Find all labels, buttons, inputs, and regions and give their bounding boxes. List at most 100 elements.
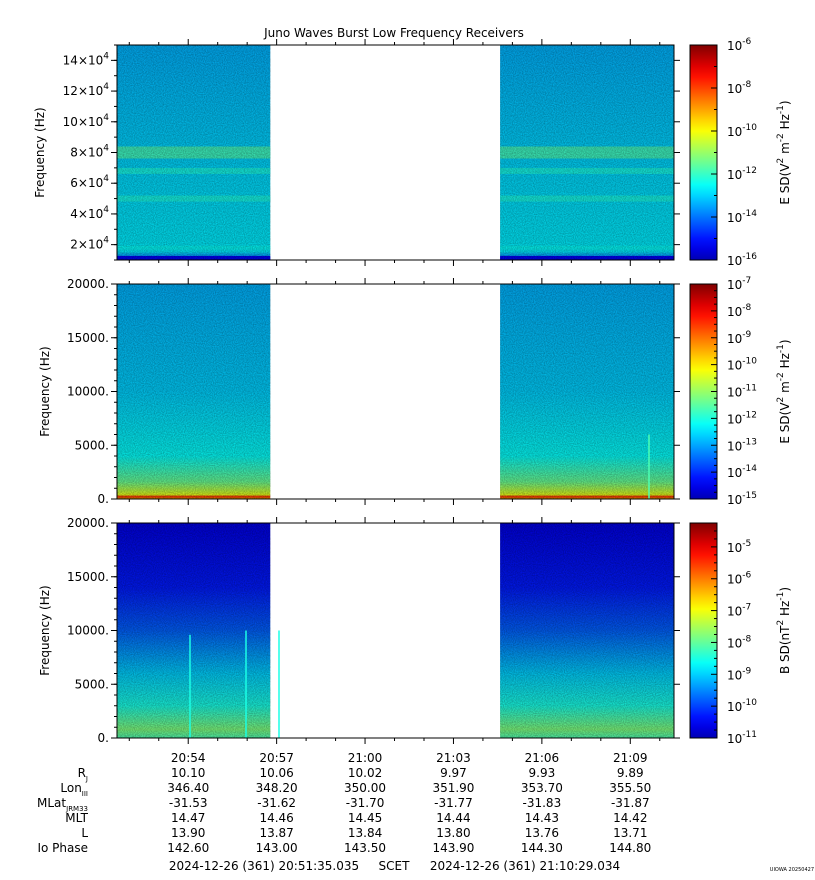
colorbar-tick-exponent: -7 bbox=[742, 276, 751, 286]
credit-stamp: UIOWA 20250427 bbox=[770, 867, 814, 873]
colorbar-tick-base: 10 bbox=[727, 125, 742, 139]
ephemeris-value: 353.70 bbox=[521, 781, 563, 795]
y-tick-exponent: 4 bbox=[103, 144, 109, 154]
colorbar-tick-base: 10 bbox=[727, 493, 742, 507]
colorbar-tick-label: 10-7 bbox=[727, 603, 751, 619]
spectrogram-noise bbox=[117, 45, 271, 260]
colorbar-label-part: E SD(V bbox=[778, 163, 792, 205]
colorbar-tick-label: 10-10 bbox=[727, 698, 757, 714]
colorbar-tick-label: 10-12 bbox=[727, 410, 757, 426]
colorbar-tick-label: 10-11 bbox=[727, 384, 757, 400]
colorbar-tick-base: 10 bbox=[727, 305, 742, 319]
colorbar-tick-exponent: -14 bbox=[742, 209, 757, 219]
ephemeris-value: 346.40 bbox=[167, 781, 209, 795]
colorbar-tick-base: 10 bbox=[727, 211, 742, 225]
y-tick-label: 2×104 bbox=[70, 236, 109, 252]
colorbar-tick-label: 10-14 bbox=[727, 464, 757, 480]
bottom-axis: 20:54 20:57 21:00 21:03 21:06 21:09 2024-12-26… bbox=[169, 751, 648, 873]
y-axis-label: Frequency (Hz) bbox=[33, 107, 47, 198]
colorbar-tick-base: 10 bbox=[727, 39, 742, 53]
x-tick-label: 21:03 bbox=[436, 751, 471, 765]
y-tick-base: 4×10 bbox=[70, 207, 103, 221]
colorbar-tick-exponent: -14 bbox=[742, 464, 757, 474]
colorbar-tick-label: 10-14 bbox=[727, 209, 757, 225]
colorbar-2: 10-710-810-910-1010-1110-1210-1310-1410-… bbox=[689, 276, 792, 507]
ephemeris-value: 351.90 bbox=[432, 781, 474, 795]
y-tick-label: 0. bbox=[98, 492, 109, 506]
y-tick-label: 20000. bbox=[67, 277, 109, 291]
x-tick-label: 21:06 bbox=[525, 751, 560, 765]
ephemeris-value: 144.80 bbox=[609, 841, 651, 855]
colorbar-label-exponent: -2 bbox=[776, 133, 786, 142]
ephemeris-value: 142.60 bbox=[167, 841, 209, 855]
colorbar-tick-base: 10 bbox=[727, 168, 742, 182]
colorbar-label: E SD(V2 m-2 Hz-1) bbox=[776, 339, 792, 443]
y-tick-exponent: 4 bbox=[103, 51, 109, 61]
ephemeris-value: -31.87 bbox=[611, 796, 650, 810]
colorbar-label-exponent: -2 bbox=[776, 372, 786, 381]
colorbar-label-part: ) bbox=[778, 100, 792, 105]
spectrogram-noise bbox=[117, 284, 271, 499]
ephemeris-value: 13.87 bbox=[259, 826, 293, 840]
ephemeris-label: LonIII bbox=[60, 781, 88, 798]
y-tick-label: 20000. bbox=[67, 516, 109, 530]
colorbar-tick-exponent: -10 bbox=[742, 123, 757, 133]
colorbar-tick-label: 10-6 bbox=[727, 571, 752, 587]
y-axis-label: Frequency (Hz) bbox=[38, 585, 52, 676]
colorbar-label: B SD(nT2 Hz-1) bbox=[776, 587, 792, 674]
colorbar-label-exponent: -1 bbox=[776, 105, 786, 114]
colorbar-tick-base: 10 bbox=[727, 605, 742, 619]
ephemeris-value: 13.80 bbox=[436, 826, 470, 840]
colorbar-tick-exponent: -12 bbox=[742, 410, 757, 420]
colorbar-label-exponent: 2 bbox=[776, 397, 786, 403]
ephemeris-label-text: Io Phase bbox=[37, 841, 88, 855]
y-tick-base: 2×10 bbox=[70, 238, 103, 252]
y-tick-label: 5000. bbox=[75, 677, 109, 691]
ephemeris-value: -31.62 bbox=[257, 796, 296, 810]
start-time-label: 2024-12-26 (361) 20:51:35.035 bbox=[169, 859, 359, 873]
colorbar-label-exponent: 2 bbox=[776, 158, 786, 164]
colorbar-tick-label: 10-10 bbox=[727, 357, 757, 373]
ephemeris-value: 9.93 bbox=[529, 766, 556, 780]
colorbar-tick-exponent: -11 bbox=[742, 384, 757, 394]
colorbar-label-part: ) bbox=[778, 339, 792, 344]
end-time-label: 2024-12-26 (361) 21:10:29.034 bbox=[430, 859, 620, 873]
colorbar-tick-base: 10 bbox=[727, 700, 742, 714]
ephemeris-value: 143.90 bbox=[432, 841, 474, 855]
colorbar-tick-base: 10 bbox=[727, 359, 742, 373]
spectrogram-noise bbox=[500, 45, 674, 260]
ephemeris-value: 14.42 bbox=[613, 811, 647, 825]
ephemeris-value: 13.71 bbox=[613, 826, 647, 840]
colorbar-tick-base: 10 bbox=[727, 732, 742, 746]
colorbar-tick-base: 10 bbox=[727, 439, 742, 453]
ephemeris-value: 9.97 bbox=[440, 766, 467, 780]
y-tick-exponent: 4 bbox=[103, 236, 109, 246]
ephemeris-label: L bbox=[81, 826, 88, 840]
y-tick-base: 10×10 bbox=[63, 115, 104, 129]
colorbar-tick-base: 10 bbox=[727, 636, 742, 650]
y-tick-label: 4×104 bbox=[70, 205, 109, 221]
ephemeris-value: -31.53 bbox=[169, 796, 208, 810]
colorbar-label-part: Hz bbox=[778, 114, 792, 133]
colorbar-tick-exponent: -8 bbox=[742, 634, 751, 644]
x-tick-label: 20:57 bbox=[259, 751, 294, 765]
colorbar-tick-label: 10-16 bbox=[727, 252, 757, 268]
ephemeris-value: 10.06 bbox=[259, 766, 293, 780]
y-tick-label: 14×104 bbox=[63, 51, 110, 67]
ephemeris-value: -31.83 bbox=[523, 796, 562, 810]
colorbar-tick-label: 10-9 bbox=[727, 330, 752, 346]
colorbar-label-part: Hz bbox=[778, 353, 792, 372]
ephemeris-value: -31.70 bbox=[346, 796, 385, 810]
colorbar-tick-base: 10 bbox=[727, 466, 742, 480]
ephemeris-label-subscript: J bbox=[85, 775, 88, 783]
spectrogram-noise bbox=[500, 284, 674, 499]
ephemeris-value: 144.30 bbox=[521, 841, 563, 855]
ephemeris-label: MLatJRM33 bbox=[37, 796, 88, 813]
chart-title: Juno Waves Burst Low Frequency Receivers bbox=[263, 26, 524, 40]
y-tick-label: 5000. bbox=[75, 438, 109, 452]
colorbar-label: E SD(V2 m-2 Hz-1) bbox=[776, 100, 792, 204]
ephemeris-value: 14.45 bbox=[348, 811, 382, 825]
